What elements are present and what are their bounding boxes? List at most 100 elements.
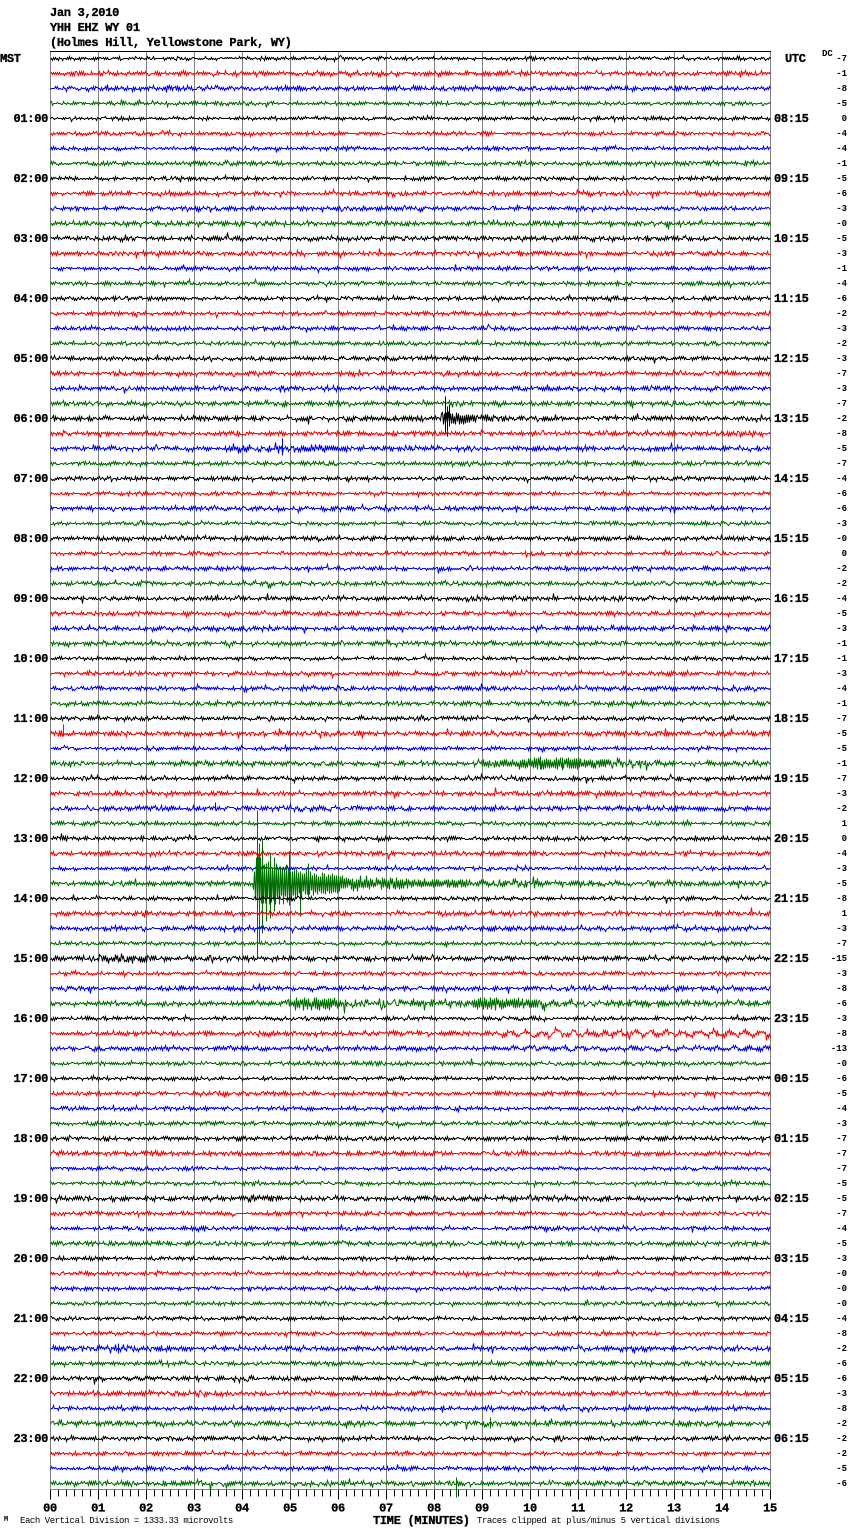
svg-text:-5: -5 bbox=[836, 1089, 847, 1099]
svg-text:-5: -5 bbox=[836, 444, 847, 454]
svg-text:01:15: 01:15 bbox=[774, 1132, 809, 1146]
svg-text:-5: -5 bbox=[836, 99, 847, 109]
svg-text:-3: -3 bbox=[836, 864, 847, 874]
svg-text:-2: -2 bbox=[836, 339, 847, 349]
svg-text:-8: -8 bbox=[836, 894, 847, 904]
svg-text:YHH EHZ WY 01: YHH EHZ WY 01 bbox=[50, 21, 140, 35]
svg-text:16:00: 16:00 bbox=[13, 1012, 48, 1026]
svg-text:-7: -7 bbox=[836, 774, 847, 784]
svg-text:04:00: 04:00 bbox=[13, 292, 48, 306]
svg-text:-3: -3 bbox=[836, 1254, 847, 1264]
svg-text:21:00: 21:00 bbox=[13, 1312, 48, 1326]
svg-text:-6: -6 bbox=[836, 294, 847, 304]
svg-text:18:15: 18:15 bbox=[774, 712, 809, 726]
svg-text:-7: -7 bbox=[836, 1149, 847, 1159]
svg-text:-3: -3 bbox=[836, 1389, 847, 1399]
svg-text:-1: -1 bbox=[836, 264, 847, 274]
svg-text:-5: -5 bbox=[836, 174, 847, 184]
svg-text:11:00: 11:00 bbox=[13, 712, 48, 726]
svg-text:12:00: 12:00 bbox=[13, 772, 48, 786]
svg-text:17:15: 17:15 bbox=[774, 652, 809, 666]
svg-text:-2: -2 bbox=[836, 1449, 847, 1459]
svg-text:02: 02 bbox=[139, 1502, 153, 1516]
svg-text:17:00: 17:00 bbox=[13, 1072, 48, 1086]
svg-text:-3: -3 bbox=[836, 354, 847, 364]
svg-text:20:00: 20:00 bbox=[13, 1252, 48, 1266]
svg-text:-4: -4 bbox=[836, 849, 847, 859]
svg-text:-5: -5 bbox=[836, 609, 847, 619]
svg-text:Each Vertical Division = 1333.: Each Vertical Division = 1333.33 microvo… bbox=[20, 1516, 233, 1526]
svg-text:05: 05 bbox=[283, 1502, 297, 1516]
svg-text:13:15: 13:15 bbox=[774, 412, 809, 426]
svg-text:05:00: 05:00 bbox=[13, 352, 48, 366]
svg-text:06:00: 06:00 bbox=[13, 412, 48, 426]
svg-text:-8: -8 bbox=[836, 1029, 847, 1039]
svg-text:-3: -3 bbox=[836, 204, 847, 214]
svg-text:09:00: 09:00 bbox=[13, 592, 48, 606]
svg-text:-7: -7 bbox=[836, 399, 847, 409]
svg-text:TIME (MINUTES): TIME (MINUTES) bbox=[373, 1514, 470, 1528]
svg-text:00: 00 bbox=[43, 1502, 57, 1516]
svg-text:-0: -0 bbox=[836, 219, 847, 229]
svg-text:-6: -6 bbox=[836, 1479, 847, 1489]
svg-text:08: 08 bbox=[427, 1502, 441, 1516]
svg-text:10:00: 10:00 bbox=[13, 652, 48, 666]
svg-text:-3: -3 bbox=[836, 969, 847, 979]
svg-text:-4: -4 bbox=[836, 129, 847, 139]
svg-text:22:00: 22:00 bbox=[13, 1372, 48, 1386]
svg-text:04: 04 bbox=[235, 1502, 249, 1516]
svg-text:(Holmes Hill, Yellowstone Park: (Holmes Hill, Yellowstone Park, WY) bbox=[50, 36, 292, 50]
svg-text:-8: -8 bbox=[836, 984, 847, 994]
svg-text:-6: -6 bbox=[836, 999, 847, 1009]
svg-text:-2: -2 bbox=[836, 414, 847, 424]
svg-text:-4: -4 bbox=[836, 279, 847, 289]
svg-text:18:00: 18:00 bbox=[13, 1132, 48, 1146]
svg-text:-6: -6 bbox=[836, 189, 847, 199]
svg-text:12: 12 bbox=[619, 1502, 633, 1516]
svg-text:04:15: 04:15 bbox=[774, 1312, 809, 1326]
svg-text:-8: -8 bbox=[836, 1404, 847, 1414]
svg-text:11: 11 bbox=[571, 1502, 585, 1516]
svg-text:-4: -4 bbox=[836, 594, 847, 604]
svg-text:MST: MST bbox=[0, 52, 21, 66]
svg-text:-6: -6 bbox=[836, 1359, 847, 1369]
svg-text:01: 01 bbox=[91, 1502, 105, 1516]
svg-text:1: 1 bbox=[842, 909, 848, 919]
svg-text:-2: -2 bbox=[836, 804, 847, 814]
svg-text:-1: -1 bbox=[836, 699, 847, 709]
svg-text:-7: -7 bbox=[836, 1209, 847, 1219]
svg-text:-1: -1 bbox=[836, 654, 847, 664]
svg-text:02:00: 02:00 bbox=[13, 172, 48, 186]
svg-text:Jan 3,2010: Jan 3,2010 bbox=[50, 6, 119, 20]
svg-text:-5: -5 bbox=[836, 744, 847, 754]
svg-text:-3: -3 bbox=[836, 924, 847, 934]
svg-text:14: 14 bbox=[715, 1502, 729, 1516]
svg-text:-3: -3 bbox=[836, 384, 847, 394]
svg-text:13:00: 13:00 bbox=[13, 832, 48, 846]
svg-text:06:15: 06:15 bbox=[774, 1432, 809, 1446]
svg-text:-8: -8 bbox=[836, 429, 847, 439]
svg-text:-5: -5 bbox=[836, 729, 847, 739]
svg-text:-6: -6 bbox=[836, 1374, 847, 1384]
svg-text:07:00: 07:00 bbox=[13, 472, 48, 486]
svg-text:19:15: 19:15 bbox=[774, 772, 809, 786]
svg-text:14:00: 14:00 bbox=[13, 892, 48, 906]
svg-text:-2: -2 bbox=[836, 564, 847, 574]
svg-text:DC: DC bbox=[822, 49, 833, 59]
svg-text:08:15: 08:15 bbox=[774, 112, 809, 126]
svg-text:-1: -1 bbox=[836, 639, 847, 649]
svg-text:-3: -3 bbox=[836, 519, 847, 529]
svg-text:-2: -2 bbox=[836, 1344, 847, 1354]
svg-text:15: 15 bbox=[763, 1502, 777, 1516]
svg-text:-0: -0 bbox=[836, 1269, 847, 1279]
svg-text:15:15: 15:15 bbox=[774, 532, 809, 546]
svg-text:-7: -7 bbox=[836, 459, 847, 469]
svg-text:M: M bbox=[4, 1516, 8, 1524]
svg-text:10: 10 bbox=[523, 1502, 537, 1516]
svg-text:12:15: 12:15 bbox=[774, 352, 809, 366]
svg-text:13: 13 bbox=[667, 1502, 681, 1516]
svg-text:0: 0 bbox=[842, 114, 847, 124]
svg-text:01:00: 01:00 bbox=[13, 112, 48, 126]
svg-text:02:15: 02:15 bbox=[774, 1192, 809, 1206]
svg-text:-4: -4 bbox=[836, 684, 847, 694]
